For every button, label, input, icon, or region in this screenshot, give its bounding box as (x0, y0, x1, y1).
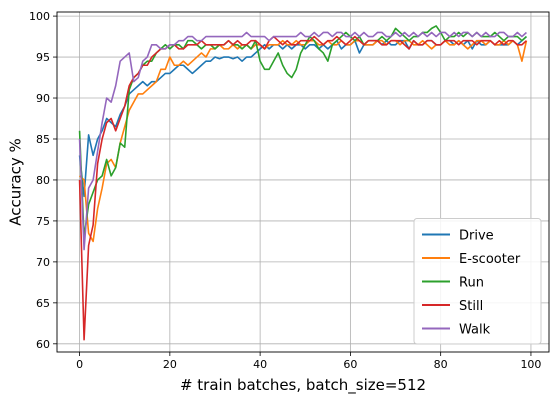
y-tick-label: 70 (36, 256, 50, 269)
tick-labels: 0 20 40 60 80 100 60 65 70 75 80 85 90 95 100 (29, 10, 541, 371)
plot-frame (56, 11, 550, 353)
y-tick-label: 60 (36, 338, 50, 351)
series-line-run (78, 25, 527, 239)
legend-box (413, 218, 542, 345)
x-tick-label: 0 (76, 358, 83, 371)
legend-label: E-scooter (459, 252, 521, 267)
series-line-still (78, 35, 527, 341)
x-tick-label: 60 (343, 358, 357, 371)
y-tick-label: 100 (29, 10, 50, 23)
series-line-drive (78, 35, 527, 198)
legend-label: Still (459, 299, 483, 314)
grid (57, 12, 549, 352)
x-tick-label: 40 (253, 358, 267, 371)
x-tick-label: 100 (520, 358, 541, 371)
axes (53, 11, 550, 356)
y-tick-label: 85 (36, 133, 50, 146)
y-axis-label: Accuracy % (7, 138, 25, 226)
series-line-walk (78, 31, 527, 251)
legend-label: Drive (459, 229, 494, 244)
x-tick-label: 80 (434, 358, 448, 371)
series-lines (78, 25, 528, 341)
y-tick-label: 80 (36, 174, 50, 187)
legend-label: Walk (459, 323, 491, 338)
x-tick-label: 20 (163, 358, 177, 371)
series-line-e-scooter (79, 39, 528, 243)
legend-label: Run (459, 276, 484, 291)
y-tick-label: 90 (36, 92, 50, 105)
y-tick-label: 65 (36, 297, 50, 310)
y-tick-label: 95 (36, 51, 50, 64)
legend: Drive E-scooter Run Still Walk (413, 218, 542, 345)
x-axis-label: # train batches, batch_size=512 (180, 376, 426, 395)
y-tick-label: 75 (36, 215, 50, 228)
